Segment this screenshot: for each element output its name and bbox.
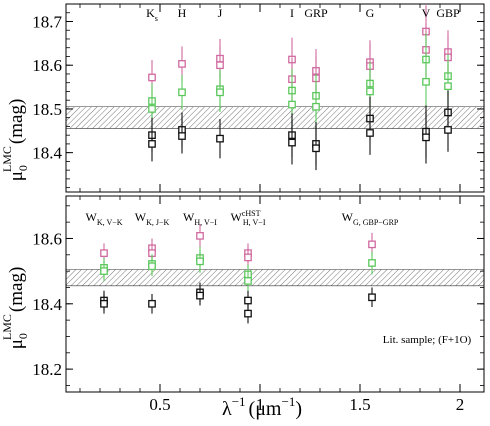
top-data-point [444, 82, 452, 91]
x-axis-label: λ−1 (μm−1) [222, 394, 302, 420]
top-band-labels: Ks H J I GRP G V GBP [146, 6, 460, 23]
xlabel-close: ) [295, 398, 302, 420]
top-ytick-label: 18.4 [32, 144, 62, 163]
top-band-label: H [178, 6, 187, 20]
top-data-point [216, 61, 224, 70]
top-ylabel-unit: (mag) [6, 99, 27, 144]
bottom-ylabel-sup: LMC [0, 314, 14, 340]
xlabel-lambda-sup: −1 [232, 394, 246, 409]
top-band-label: Ks [146, 6, 158, 23]
svg-text:μ0LMC(mag): μ0LMC (mag) [0, 267, 30, 350]
top-data-point [178, 132, 186, 140]
top-band-label: G [366, 6, 375, 20]
bottom-panel: WK, V−K WK, J−K WH, V−I WcHST H, V−I WG, GBP−… [0, 195, 485, 420]
top-data-point [288, 100, 296, 109]
bottom-band-label: WH, V−I [183, 210, 217, 227]
top-band-label: GRP [304, 6, 328, 20]
bottom-ylabel-sub: 0 [16, 333, 30, 339]
top-ytick-label: 18.7 [32, 12, 62, 31]
top-data-point [178, 60, 186, 68]
top-data-point [366, 87, 374, 96]
top-band-label: V [422, 6, 431, 20]
bottom-data-point [244, 253, 252, 262]
bottom-ytick-label: 18.2 [32, 360, 62, 379]
top-ylabel-sup: LMC [0, 146, 14, 172]
bottom-data-point [368, 259, 376, 267]
bottom-ylabel-unit: (mag) [6, 267, 27, 312]
bottom-band-label: WK, J−K [135, 210, 170, 227]
top-band [66, 106, 484, 129]
bottom-data-point [100, 267, 108, 275]
top-data-point [216, 88, 224, 97]
top-data-point [178, 88, 186, 97]
bottom-data-point [244, 296, 252, 305]
top-ytick-label: 18.6 [32, 56, 62, 75]
top-data-point [422, 77, 430, 86]
bottom-ylabel-mu: μ [6, 339, 27, 349]
top-band-label: I [290, 6, 294, 20]
bottom-band-labels: WK, V−K WK, J−K WH, V−I WcHST H, V−I WG, GBP−… [85, 209, 398, 227]
bottom-data-point [244, 277, 252, 285]
bottom-band-label: WK, V−K [85, 210, 122, 227]
top-band-label: J [218, 6, 223, 20]
top-y-axis-label: μ0LMC (mag) [0, 99, 30, 182]
bottom-data-point [100, 299, 108, 308]
bottom-data-point [368, 293, 376, 302]
top-ytick-label: 18.5 [32, 100, 62, 119]
bottom-ytick-label: 18.6 [32, 229, 62, 248]
top-data-point [312, 102, 320, 111]
top-data-point [148, 73, 156, 82]
bottom-data-point [100, 249, 108, 258]
top-ylabel-mu: μ [6, 171, 27, 181]
bottom-ytick-label: 18.4 [32, 295, 62, 314]
bottom-data-marks [66, 224, 484, 324]
x-tick-label: 1 [256, 395, 265, 414]
bottom-data-point [244, 309, 252, 318]
xlabel-lambda: λ [222, 398, 232, 420]
bottom-y-axis-label: μ0LMC (mag) [0, 267, 30, 350]
top-data-point [422, 133, 430, 142]
top-ylabel-sub: 0 [16, 165, 30, 171]
bottom-data-point [196, 291, 204, 300]
top-data-marks [66, 5, 484, 171]
lit-sample-annotation: Lit. sample; (F+1O) [383, 334, 472, 346]
bottom-band [66, 269, 484, 286]
top-data-point [288, 138, 296, 147]
bottom-x-ticks: 0.5 1 1.5 2 [79, 196, 465, 414]
bottom-band-label: WcHST H, V−I [231, 209, 266, 227]
top-data-point [148, 140, 156, 148]
top-data-point [366, 129, 374, 137]
top-plot-frame [65, 3, 485, 193]
bottom-data-point [148, 299, 156, 308]
bottom-data-point [196, 232, 204, 240]
top-panel: Ks H J I GRP G V GBP 18.4 18.5 18.6 18.7 μ0LMC (mag… [0, 3, 485, 193]
top-y-ticks: 18.4 18.5 18.6 18.7 [32, 3, 484, 192]
bottom-data-point [148, 262, 156, 271]
svg-text:μ0LMC(mag): μ0LMC (mag) [0, 99, 30, 182]
top-data-point [216, 134, 224, 143]
x-tick-label: 1.5 [349, 395, 370, 414]
bottom-data-point [368, 240, 376, 249]
top-data-point [148, 105, 156, 113]
bottom-data-point [196, 257, 204, 266]
bottom-y-ticks: 18.2 18.4 18.6 [32, 205, 484, 386]
xlabel-unit: (μm [249, 398, 282, 420]
top-band-label: GBP [436, 6, 460, 20]
x-tick-label: 2 [456, 395, 465, 414]
x-tick-label: 0.5 [149, 395, 170, 414]
xlabel-unit-sup: −1 [281, 394, 295, 409]
bottom-band-label: WG, GBP−GRP [342, 210, 399, 227]
top-data-point [312, 144, 320, 153]
bottom-plot-frame [65, 195, 485, 393]
top-data-point [444, 126, 452, 134]
